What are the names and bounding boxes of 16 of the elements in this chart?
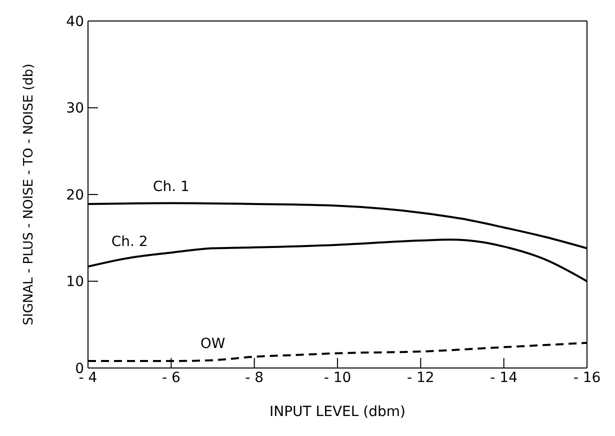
x-tick-label: - 12 — [407, 370, 434, 386]
x-tick-label: - 16 — [573, 370, 601, 386]
y-tick-label: 10 — [66, 274, 84, 290]
x-tick-label: - 10 — [324, 370, 352, 386]
y-axis-title: SIGNAL - PLUS - NOISE - TO - NOISE (db) — [22, 64, 37, 326]
series-label: Ch. 2 — [111, 234, 148, 250]
series-label: Ch. 1 — [152, 179, 190, 196]
x-axis-title: INPUT LEVEL (dbm) — [270, 404, 406, 420]
x-tick-label: - 6 — [162, 370, 180, 386]
y-tick-label: 30 — [66, 100, 84, 117]
y-tick-label: 0 — [75, 360, 84, 377]
series-label: OW — [200, 336, 226, 352]
y-tick-label: 40 — [66, 14, 84, 30]
x-tick-label: - 14 — [490, 370, 518, 386]
y-tick-label: 20 — [66, 187, 84, 204]
x-tick-label: - 8 — [245, 370, 264, 386]
